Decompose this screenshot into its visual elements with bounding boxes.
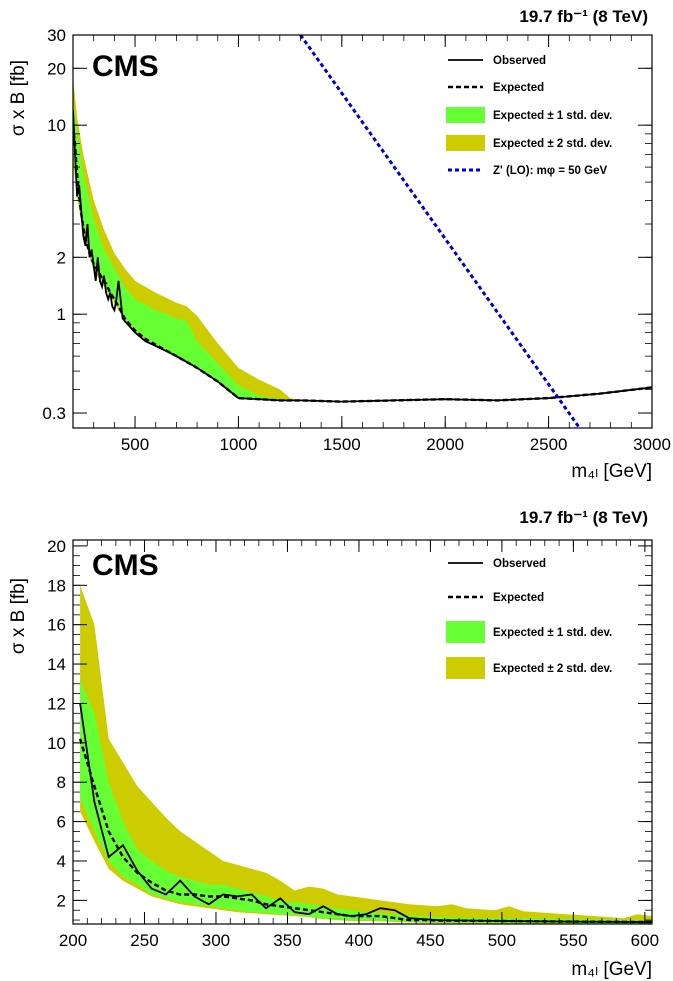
legend-swatch-band2: [446, 135, 485, 151]
chart-panel-2: 200 250 300 350 400 450 500 550 600 2 4 6 8 10 12 14 16 1…: [8, 508, 659, 980]
y-axis-title: σ x B [fb]: [8, 60, 29, 136]
y-tick-label: 10: [47, 734, 66, 753]
legend-label: Observed: [493, 558, 546, 570]
x-tick-label: 450: [416, 931, 444, 950]
x-tick-label: 200: [59, 931, 87, 950]
cms-label: CMS: [92, 549, 159, 582]
legend-label: Z' (LO): mφ = 50 GeV: [493, 165, 607, 177]
x-tick-label: 3000: [633, 435, 671, 454]
legend-swatch-band1: [446, 107, 485, 123]
legend-label: Expected ± 1 std. dev.: [493, 627, 612, 639]
x-tick-label: 600: [631, 931, 659, 950]
x-tick-label: 300: [202, 931, 230, 950]
y-tick-label: 30: [47, 26, 66, 45]
y-tick-label: 16: [47, 616, 66, 635]
plot-area: [73, 35, 652, 428]
y-axis-title: σ x B [fb]: [8, 578, 29, 654]
y-tick-label: 0.3: [42, 404, 66, 423]
y-tick-label: 18: [47, 576, 66, 595]
y-tick-label: 10: [47, 116, 66, 135]
lumi-label: 19.7 fb⁻¹ (8 TeV): [519, 508, 648, 527]
legend-label: Expected ± 2 std. dev.: [493, 663, 612, 675]
legend: Observed Expected Expected ± 1 std. dev. Ex…: [446, 55, 612, 177]
x-tick-label: 500: [121, 435, 149, 454]
legend-label: Expected: [493, 82, 544, 94]
y-tick-label: 20: [47, 59, 66, 78]
zprime-line: [299, 35, 581, 428]
band-1sigma: [80, 679, 652, 924]
band-2sigma: [73, 76, 652, 402]
x-tick-label: 1500: [323, 435, 361, 454]
y-tick-label: 6: [57, 813, 66, 832]
x-tick-label: 250: [130, 931, 158, 950]
y-tick-label: 1: [57, 305, 66, 324]
x-axis-title: m₄ₗ [GeV]: [571, 461, 652, 482]
x-tick-label: 2500: [530, 435, 568, 454]
observed-line: [79, 703, 652, 923]
legend-label: Expected: [493, 592, 544, 604]
lumi-label: 19.7 fb⁻¹ (8 TeV): [519, 7, 648, 26]
plot-frame: [72, 34, 653, 429]
legend: Observed Expected Expected ± 1 std. dev. Ex…: [446, 558, 612, 679]
y-tick-label: 4: [57, 852, 66, 871]
observed-line: [73, 110, 652, 403]
x-tick-label: 1000: [220, 435, 258, 454]
chart-panel-1: 500 1000 1500 2000 2500 3000 0.3 1 2 10 20 30 m₄ₗ [G…: [8, 7, 671, 482]
legend-swatch-band2: [446, 657, 485, 679]
y-tick-label: 2: [57, 891, 66, 910]
x-tick-label: 400: [345, 931, 373, 950]
x-tick-label: 350: [273, 931, 301, 950]
cms-label: CMS: [92, 50, 159, 83]
plot-area: [78, 585, 652, 924]
x-tick-label: 500: [488, 931, 516, 950]
y-tick-label: 20: [47, 537, 66, 556]
legend-label: Expected ± 1 std. dev.: [493, 110, 612, 122]
legend-label: Observed: [493, 55, 546, 67]
plot-frame: [72, 539, 653, 925]
x-tick-label: 550: [559, 931, 587, 950]
y-tick-label: 14: [47, 655, 66, 674]
y-tick-label: 2: [57, 248, 66, 267]
legend-swatch-band1: [446, 621, 485, 643]
y-tick-label: 8: [57, 773, 66, 792]
x-tick-label: 2000: [426, 435, 464, 454]
expected-line: [73, 125, 652, 403]
x-axis-title: m₄ₗ [GeV]: [571, 959, 652, 980]
y-tick-label: 12: [47, 694, 66, 713]
legend-label: Expected ± 2 std. dev.: [493, 138, 612, 150]
